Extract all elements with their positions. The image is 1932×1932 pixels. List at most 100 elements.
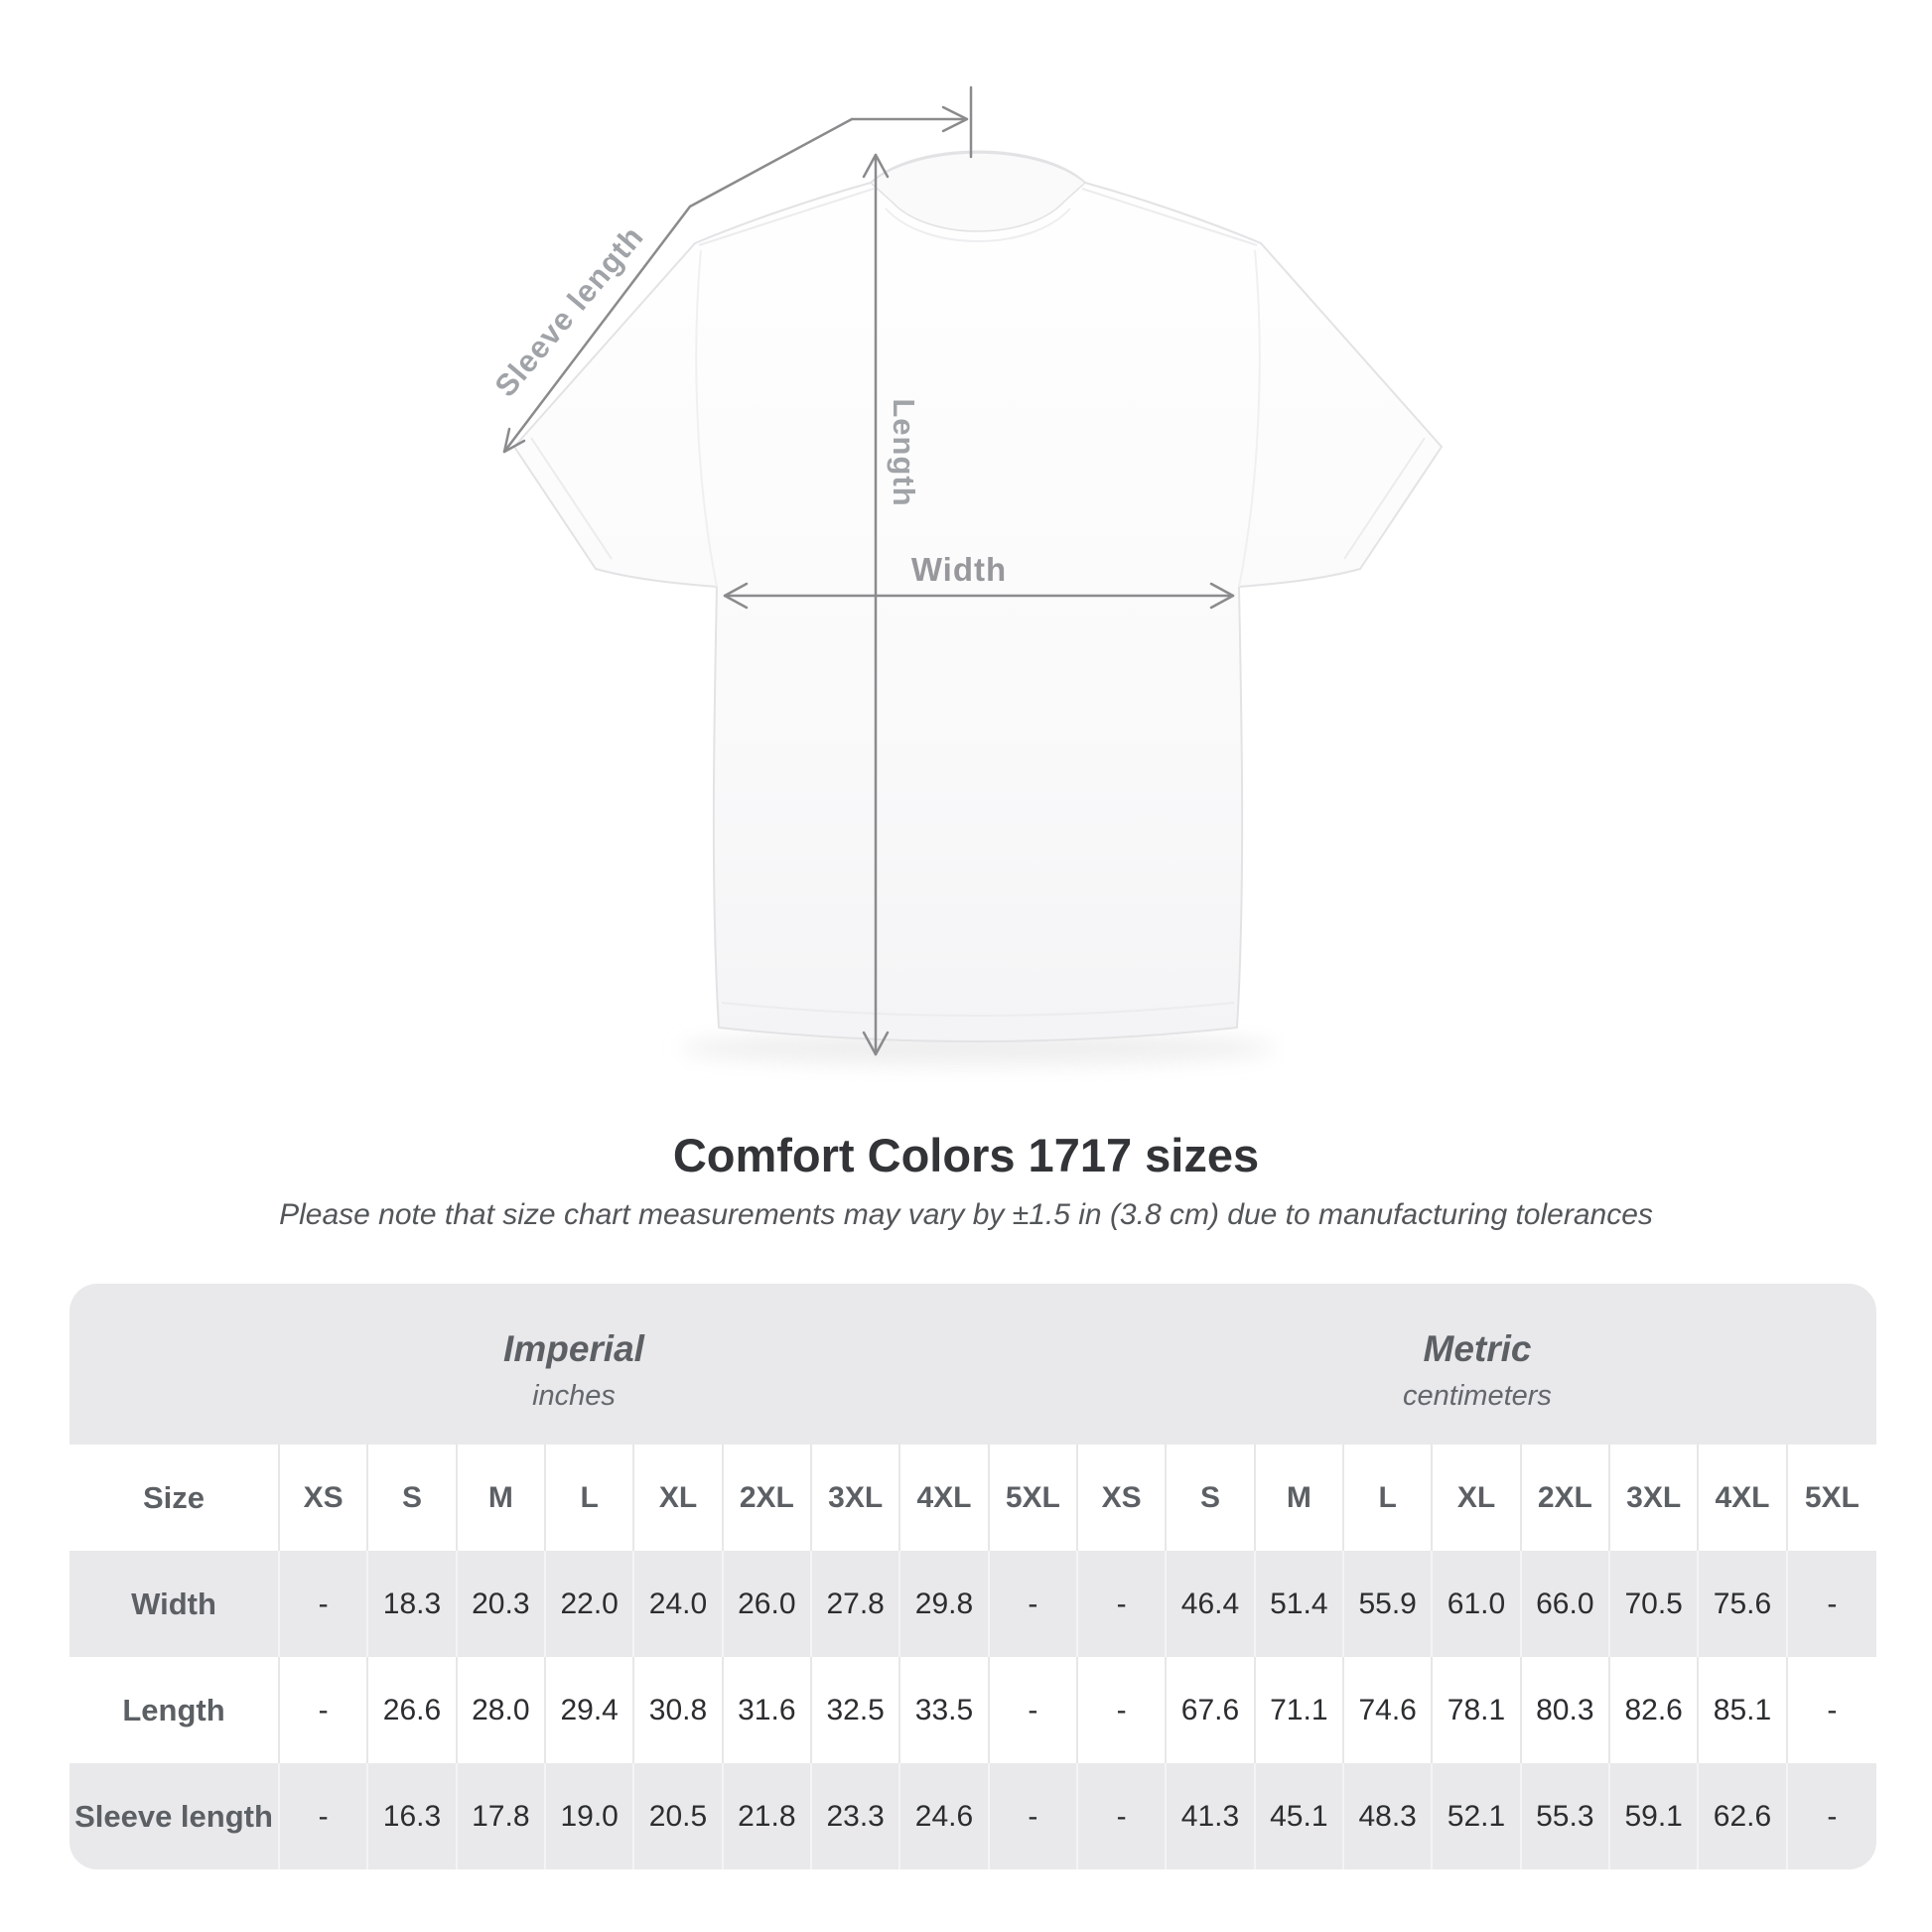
size-header: 5XL (1787, 1445, 1876, 1551)
sleeve-length-measure-line (502, 105, 969, 454)
hem-stitch (721, 1002, 1235, 1017)
size-value: 59.1 (1610, 1763, 1700, 1869)
size-header: S (1167, 1445, 1256, 1551)
group-imperial-label: Imperial (503, 1328, 644, 1369)
size-header: 3XL (812, 1445, 901, 1551)
size-value: 71.1 (1255, 1657, 1344, 1763)
size-value: 55.3 (1521, 1763, 1610, 1869)
size-value: 20.3 (457, 1551, 546, 1657)
size-value: 32.5 (812, 1657, 901, 1763)
sleeve-seam-left (695, 249, 718, 588)
size-value: 26.6 (368, 1657, 458, 1763)
collar-band (869, 152, 1087, 232)
size-value: 23.3 (812, 1763, 901, 1869)
length-measure-line (862, 153, 890, 1056)
row-label: Width (69, 1551, 280, 1657)
size-value: 29.4 (546, 1657, 635, 1763)
row-label: Sleeve length (69, 1763, 280, 1869)
size-value: - (1787, 1657, 1876, 1763)
size-value: 67.6 (1167, 1657, 1256, 1763)
size-header: 4XL (900, 1445, 990, 1551)
measurement-lines (502, 85, 1235, 1056)
size-header: XS (1078, 1445, 1168, 1551)
size-col-header: Size (69, 1445, 280, 1551)
size-value: 29.8 (900, 1551, 990, 1657)
size-value: 20.5 (634, 1763, 724, 1869)
size-value: - (1078, 1551, 1168, 1657)
size-value: 33.5 (900, 1657, 990, 1763)
size-value: 85.1 (1699, 1657, 1788, 1763)
size-value: 55.9 (1344, 1551, 1434, 1657)
size-table-grid: Size XS S M L XL 2XL 3XL 4XL 5XL XS S M L XL 2XL 3XL 4XL 5… (69, 1445, 1876, 1869)
size-value: 28.0 (457, 1657, 546, 1763)
size-header: L (1344, 1445, 1434, 1551)
size-value: 31.6 (723, 1657, 812, 1763)
size-header: XL (634, 1445, 724, 1551)
size-value: 52.1 (1433, 1763, 1522, 1869)
size-value: 46.4 (1167, 1551, 1256, 1657)
size-header: XL (1433, 1445, 1522, 1551)
width-measure-line (723, 582, 1235, 610)
size-value: - (989, 1657, 1078, 1763)
size-value: - (280, 1551, 369, 1657)
size-value: 75.6 (1699, 1551, 1788, 1657)
shirt-shadow (680, 1032, 1276, 1065)
size-value: 82.6 (1610, 1657, 1700, 1763)
collar-stitch (885, 207, 1071, 242)
size-value: 24.0 (634, 1551, 724, 1657)
size-value: 18.3 (368, 1551, 458, 1657)
sleeve-seam-right (1238, 249, 1261, 588)
size-header: XS (280, 1445, 369, 1551)
size-value: - (1078, 1657, 1168, 1763)
heading-block: Comfort Colors 1717 sizes Please note th… (0, 1128, 1932, 1233)
shoulder-seam-right (1081, 188, 1258, 246)
size-value: 45.1 (1255, 1763, 1344, 1869)
page-subtitle: Please note that size chart measurements… (279, 1198, 1653, 1231)
size-value: 80.3 (1521, 1657, 1610, 1763)
size-value: 30.8 (634, 1657, 724, 1763)
size-value: 26.0 (723, 1551, 812, 1657)
size-value: 24.6 (900, 1763, 990, 1869)
size-header: 2XL (1521, 1445, 1610, 1551)
size-value: - (989, 1551, 1078, 1657)
row-label: Length (69, 1657, 280, 1763)
size-value: - (1078, 1763, 1168, 1869)
size-value: - (1787, 1763, 1876, 1869)
size-header: 3XL (1610, 1445, 1700, 1551)
cuff-stitch-left (530, 437, 613, 560)
cuff-stitch-right (1343, 437, 1426, 560)
size-value: 41.3 (1167, 1763, 1256, 1869)
size-value: 19.0 (546, 1763, 635, 1869)
size-value: 22.0 (546, 1551, 635, 1657)
size-value: 27.8 (812, 1551, 901, 1657)
length-label: Length (887, 398, 921, 506)
size-header: M (1255, 1445, 1344, 1551)
table-group-header: Imperial inches Metric centimeters (69, 1284, 1876, 1445)
size-value: - (280, 1657, 369, 1763)
size-header: S (368, 1445, 458, 1551)
size-value: 48.3 (1344, 1763, 1434, 1869)
size-header: M (457, 1445, 546, 1551)
size-value: 62.6 (1699, 1763, 1788, 1869)
size-value: 16.3 (368, 1763, 458, 1869)
shoulder-seam-left (698, 188, 875, 246)
size-value: 21.8 (723, 1763, 812, 1869)
group-imperial-units: inches (532, 1380, 616, 1412)
size-value: 74.6 (1344, 1657, 1434, 1763)
size-header: 4XL (1699, 1445, 1788, 1551)
size-value: 66.0 (1521, 1551, 1610, 1657)
size-value: - (280, 1763, 369, 1869)
size-header: 5XL (989, 1445, 1078, 1551)
size-header: 2XL (723, 1445, 812, 1551)
size-header: L (546, 1445, 635, 1551)
group-metric-label: Metric (1423, 1328, 1532, 1369)
size-value: 78.1 (1433, 1657, 1522, 1763)
group-metric-units: centimeters (1403, 1380, 1552, 1412)
group-imperial: Imperial inches (69, 1284, 1078, 1445)
size-value: 17.8 (457, 1763, 546, 1869)
width-label: Width (911, 551, 1007, 588)
size-value: 70.5 (1610, 1551, 1700, 1657)
size-value: 61.0 (1433, 1551, 1522, 1657)
size-value: - (989, 1763, 1078, 1869)
